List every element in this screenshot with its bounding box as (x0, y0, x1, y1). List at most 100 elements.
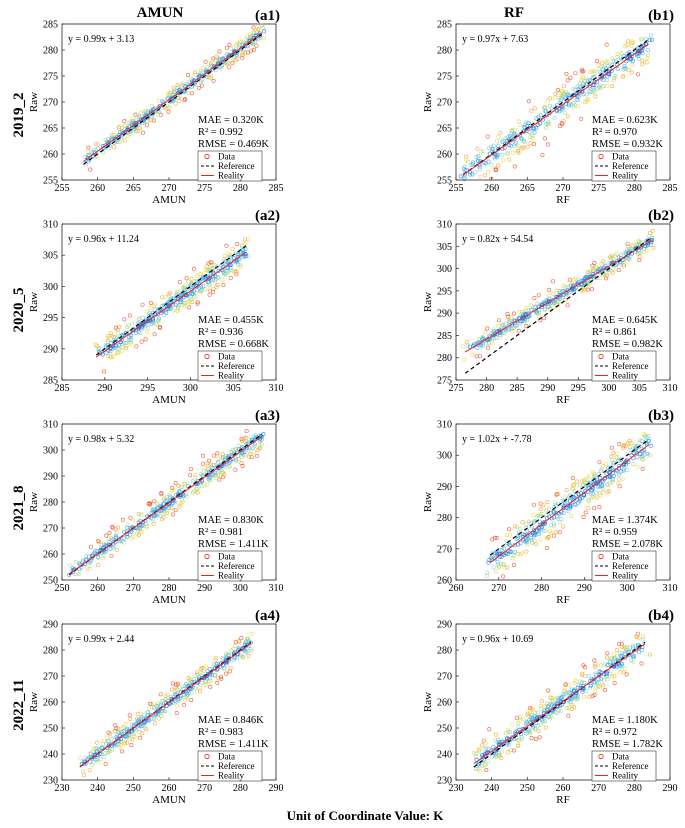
data-point (603, 68, 608, 73)
data-point (535, 723, 540, 728)
data-point (257, 443, 262, 448)
data-point (624, 650, 629, 655)
legend-label: Reality (612, 771, 638, 781)
legend-label: Data (218, 152, 235, 162)
data-point (176, 483, 181, 488)
data-point (207, 292, 212, 297)
scatter-panel-a1: 255 260 265 270 275 280 285 255 260 265 270 275 280 2… (28, 8, 284, 206)
data-point (475, 154, 480, 159)
data-point (173, 481, 178, 486)
data-point (599, 61, 604, 66)
data-point (134, 728, 139, 733)
x-tick-label: 300 (233, 583, 248, 594)
data-point (516, 551, 521, 556)
data-point (259, 442, 264, 447)
data-point (485, 570, 490, 575)
data-point (112, 136, 117, 141)
data-point (602, 273, 607, 278)
data-point (177, 300, 182, 305)
x-tick-label: 260 (449, 583, 464, 594)
data-point (551, 509, 556, 514)
y-tick-label: 275 (43, 72, 58, 83)
data-point (550, 697, 555, 702)
data-point (140, 731, 145, 736)
data-point (568, 505, 573, 510)
data-point (496, 324, 501, 329)
data-point (123, 331, 128, 336)
x-axis-label: RF (556, 194, 569, 206)
data-point (176, 91, 181, 96)
data-point (644, 244, 649, 249)
data-point (516, 725, 521, 730)
data-point (247, 454, 252, 459)
data-point (619, 661, 624, 666)
data-point (567, 277, 572, 282)
data-point (648, 652, 653, 657)
data-point (511, 553, 516, 558)
data-point (132, 722, 137, 727)
data-point (173, 508, 178, 513)
data-point (235, 260, 240, 265)
data-point (152, 716, 157, 721)
data-point (564, 488, 569, 493)
data-point (89, 751, 94, 756)
data-point (562, 110, 567, 115)
data-point (100, 556, 105, 561)
data-point (228, 255, 233, 260)
x-tick-label: 300 (601, 383, 616, 394)
data-point (239, 455, 244, 460)
data-point (534, 542, 539, 547)
data-point (506, 326, 511, 331)
data-points (484, 432, 653, 579)
data-point (585, 97, 590, 102)
data-point (217, 477, 222, 482)
data-point (501, 574, 506, 579)
fit-equation: y = 0.96x + 10.69 (462, 634, 533, 645)
data-point (550, 279, 555, 284)
data-point (645, 48, 650, 53)
data-point (81, 769, 86, 774)
data-point (146, 325, 151, 330)
data-point (194, 279, 199, 284)
data-point (184, 691, 189, 696)
data-point (252, 444, 257, 449)
data-point (176, 290, 181, 295)
stat-line: MAE = 1.180K (592, 715, 658, 726)
data-point (131, 733, 136, 738)
data-point (477, 354, 482, 359)
data-point (243, 37, 248, 42)
data-point (545, 142, 550, 147)
data-point (646, 438, 651, 443)
data-point (596, 684, 601, 689)
data-point (547, 121, 552, 126)
data-point (215, 264, 220, 269)
panel-id: (b3) (648, 408, 674, 424)
data-point (628, 441, 633, 446)
data-point (145, 309, 150, 314)
data-point (592, 473, 597, 478)
data-point (192, 489, 197, 494)
data-point (580, 88, 585, 93)
data-point (122, 540, 127, 545)
data-point (182, 697, 187, 702)
data-point (592, 70, 597, 75)
data-point (201, 473, 206, 478)
data-point (541, 105, 546, 110)
data-point (157, 316, 162, 321)
data-point (242, 449, 247, 454)
data-point (147, 501, 152, 506)
data-point (465, 344, 470, 349)
reference-line (473, 641, 646, 768)
data-point (504, 538, 509, 543)
data-point (169, 506, 174, 511)
x-tick-label: 310 (269, 383, 284, 394)
data-point (170, 687, 175, 692)
data-point (625, 241, 630, 246)
data-point (597, 460, 602, 465)
data-point (504, 328, 509, 333)
data-point (618, 252, 623, 257)
data-point (570, 486, 575, 491)
data-point (564, 706, 569, 711)
data-point (640, 58, 645, 63)
